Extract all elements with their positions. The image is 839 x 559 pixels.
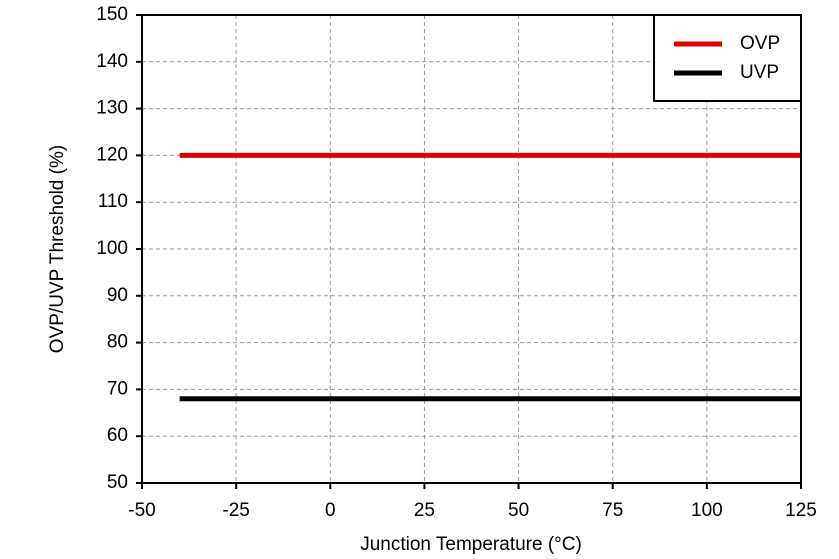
- y-tick-label: 80: [107, 332, 128, 353]
- y-tick-label: 120: [96, 144, 128, 165]
- y-tick-label: 50: [107, 472, 128, 493]
- x-tick-label: 125: [785, 500, 817, 521]
- legend-label: UVP: [740, 62, 779, 83]
- y-tick-label: 110: [98, 191, 128, 212]
- x-tick-label: -50: [128, 500, 155, 521]
- x-axis-label: Junction Temperature (°C): [360, 534, 582, 555]
- x-tick-label: 0: [325, 500, 336, 521]
- x-tick-label: 25: [414, 500, 435, 521]
- y-tick-label: 100: [96, 238, 128, 259]
- y-tick-label: 140: [96, 51, 128, 72]
- y-axis-label: OVP/UVP Threshold (%): [47, 145, 68, 353]
- plot-frame: [141, 14, 802, 484]
- y-tick-label: 150: [96, 4, 128, 25]
- y-tick-label: 90: [107, 285, 128, 306]
- x-tick-label: 75: [602, 500, 623, 521]
- y-tick-label: 70: [107, 378, 128, 399]
- legend-box: [653, 14, 802, 102]
- x-tick-label: -25: [222, 500, 249, 521]
- x-tick-label: 50: [508, 500, 529, 521]
- y-tick-label: 60: [107, 425, 128, 446]
- y-tick-label: 130: [96, 98, 128, 119]
- x-tick-label: 100: [691, 500, 723, 521]
- legend-label: OVP: [740, 33, 780, 54]
